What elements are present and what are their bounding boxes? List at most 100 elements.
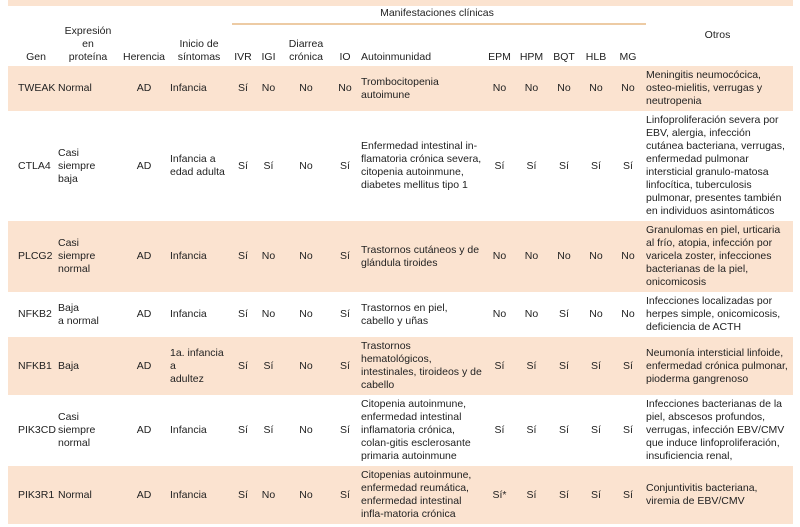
- column-header-row: Gen Expresión en proteína Herencia Inicio d…: [8, 24, 793, 66]
- cell-expresion-en-proteina: Baja a normal: [58, 301, 99, 327]
- cell-epm: Sí*: [492, 488, 507, 501]
- cell-expresion-en-proteina: Casi siempre normal: [58, 411, 96, 449]
- cell-mg: Sí: [623, 488, 633, 501]
- cell-epm: Sí: [494, 424, 505, 436]
- group-header-manifestaciones-clinicas: Manifestaciones clínicas: [232, 6, 646, 25]
- table-row-pik3r1: PIK3R1 Normal AD Infancia Sí No No Sí Citopenias…: [8, 466, 793, 524]
- cell-diarrea-cronica: No: [299, 488, 313, 501]
- cell-inicio-de-sintomas: Infancia a edad adulta: [170, 153, 225, 178]
- column-header-ivr: IVR: [234, 51, 252, 63]
- column-header-hpm: HPM: [519, 51, 544, 63]
- table-row-ctla4: CTLA4 Casi siempre baja AD Infancia a edad …: [8, 111, 793, 221]
- cell-hlb: Sí: [591, 424, 601, 436]
- cell-igi: Sí: [263, 424, 274, 436]
- cell-epm: No: [492, 250, 507, 262]
- cell-mg: No: [621, 250, 635, 262]
- cell-io: Sí: [340, 308, 350, 320]
- cell-otros: Meningitis neumocócica, osteo-mielitis, …: [646, 69, 763, 107]
- cell-igi: No: [261, 82, 276, 94]
- cell-epm: Sí: [494, 359, 505, 372]
- cell-igi: No: [261, 250, 276, 262]
- table-row-plcg2: PLCG2 Casi siempre normal AD Infancia Sí No No…: [8, 221, 793, 292]
- cell-autoinmunidad: Trastornos cutáneos y de glándula tiroid…: [361, 243, 480, 269]
- cell-mg: Sí: [623, 359, 633, 372]
- cell-expresion-en-proteina: Casi siempre baja: [58, 146, 96, 185]
- cell-mg: No: [621, 82, 635, 94]
- cell-hlb: Sí: [591, 488, 601, 501]
- column-header-io: IO: [339, 51, 351, 63]
- cell-mg: Sí: [623, 424, 633, 436]
- column-header-herencia: Herencia: [122, 51, 166, 63]
- cell-io: Sí: [340, 250, 350, 262]
- column-header-bqt: BQT: [553, 51, 575, 63]
- cell-ivr: Sí: [238, 424, 248, 436]
- cell-inicio-de-sintomas: Infancia: [170, 308, 207, 320]
- cell-bqt: Sí: [559, 488, 569, 501]
- cell-bqt: Sí: [559, 424, 569, 436]
- cell-bqt: No: [557, 82, 571, 94]
- cell-ivr: Sí: [238, 488, 248, 501]
- cell-expresion-en-proteina: Normal: [58, 82, 92, 94]
- table-row-nfkb1: NFKB1 Baja AD 1a. infancia a adultez Sí Sí No S…: [8, 337, 793, 395]
- cell-autoinmunidad: Enfermedad intestinal in-flamatoria crón…: [361, 140, 482, 191]
- cell-gen: NFKB1: [18, 359, 52, 372]
- cell-gen: TWEAK: [18, 82, 56, 94]
- cell-hpm: Sí: [526, 424, 537, 436]
- cell-igi: Sí: [263, 359, 274, 372]
- cell-ivr: Sí: [238, 359, 248, 372]
- cell-bqt: Sí: [559, 308, 569, 320]
- column-header-diarrea-cronica: Diarrea crónica: [288, 38, 324, 63]
- cell-io: Sí: [340, 159, 350, 172]
- cell-hlb: No: [589, 82, 603, 94]
- cell-hlb: Sí: [591, 359, 601, 372]
- cell-epm: No: [492, 82, 507, 94]
- cell-otros: Infecciones bacterianas de la piel, absc…: [646, 398, 785, 462]
- cell-herencia: AD: [136, 250, 152, 262]
- column-header-autoinmunidad: Autoinmunidad: [361, 51, 432, 63]
- cell-otros: Neumonía intersticial linfoide, enfermed…: [646, 346, 788, 385]
- cell-ivr: Sí: [238, 250, 248, 262]
- cell-ivr: Sí: [238, 159, 248, 172]
- cell-otros: Linfoproliferación severa por EBV, alerg…: [646, 114, 785, 217]
- cell-gen: NFKB2: [18, 308, 52, 320]
- cell-gen: PIK3R1: [18, 488, 55, 501]
- column-header-otros: Otros: [704, 29, 731, 41]
- cell-ivr: Sí: [238, 308, 248, 320]
- cell-hpm: No: [524, 82, 539, 94]
- cell-diarrea-cronica: No: [299, 308, 313, 320]
- cell-gen: PIK3CD: [18, 424, 56, 436]
- cell-hlb: No: [589, 250, 603, 262]
- top-rule: [8, 0, 793, 6]
- cell-igi: No: [261, 488, 276, 501]
- cell-autoinmunidad: Citopenia autoinmune, enfermedad intesti…: [361, 398, 471, 462]
- cell-herencia: AD: [136, 308, 152, 320]
- group-header-row: Manifestaciones clínicas Otros: [8, 6, 793, 41]
- cell-autoinmunidad: Trombocitopenia autoimune: [361, 75, 439, 101]
- cell-autoinmunidad: Trastornos en piel, cabello y uñas: [361, 301, 448, 327]
- cell-autoinmunidad: Trastornos hematológicos, intestinales, …: [361, 340, 482, 391]
- cell-igi: No: [261, 308, 276, 320]
- cell-inicio-de-sintomas: Infancia: [170, 424, 207, 436]
- cell-hlb: No: [589, 308, 603, 320]
- cell-otros: Infecciones localizadas por herpes simpl…: [646, 295, 781, 333]
- table-row-pik3cd: PIK3CD Casi siempre normal AD Infancia Sí Sí N…: [8, 395, 793, 466]
- column-header-igi: IGI: [261, 51, 276, 63]
- cell-herencia: AD: [136, 424, 152, 436]
- cell-inicio-de-sintomas: 1a. infancia a adultez: [170, 346, 224, 385]
- cell-io: Sí: [340, 424, 350, 436]
- cell-io: Sí: [340, 359, 350, 372]
- column-header-hlb: HLB: [585, 51, 607, 63]
- cell-igi: Sí: [263, 159, 274, 172]
- cell-ivr: Sí: [238, 82, 248, 94]
- column-header-inicio-de-sintomas: Inicio de síntomas: [177, 38, 221, 63]
- cell-hpm: No: [524, 250, 539, 262]
- cell-hpm: Sí: [526, 359, 537, 372]
- cell-diarrea-cronica: No: [299, 82, 313, 94]
- cell-hpm: Sí: [526, 159, 537, 172]
- gene-manifestations-table: Manifestaciones clínicas Otros Gen Expres…: [8, 6, 793, 527]
- cell-diarrea-cronica: No: [299, 359, 313, 372]
- table-header: Manifestaciones clínicas Otros Gen Expres…: [8, 6, 793, 66]
- cell-bqt: No: [557, 250, 571, 262]
- cell-herencia: AD: [136, 82, 152, 94]
- cell-inicio-de-sintomas: Infancia: [170, 82, 207, 94]
